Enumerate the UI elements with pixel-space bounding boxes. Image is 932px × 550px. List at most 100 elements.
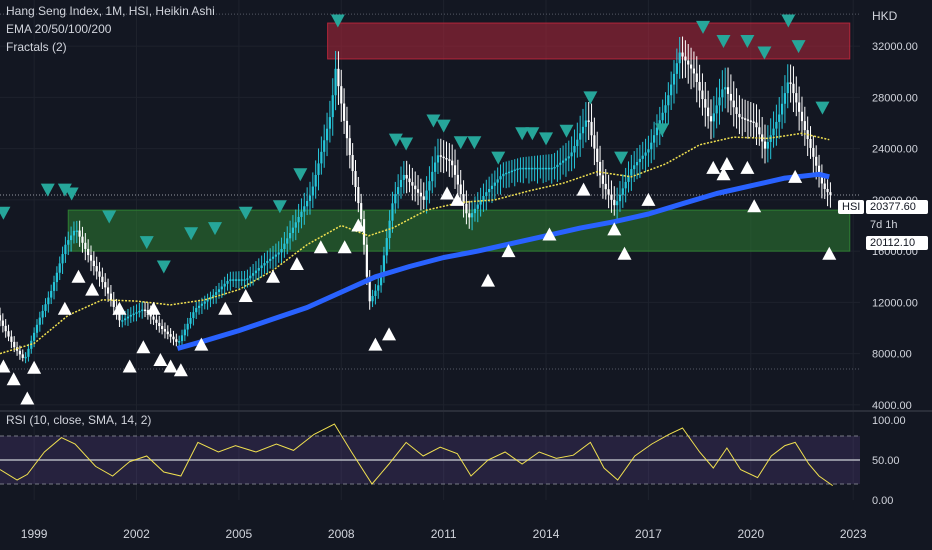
- fractal-up-marker: [40, 183, 55, 197]
- fractal-up-marker: [791, 40, 806, 54]
- fractal-down-marker: [266, 269, 281, 283]
- ema-lines: [0, 132, 830, 355]
- candle-up: [135, 312, 138, 314]
- candle-down: [692, 68, 696, 74]
- candle-up: [229, 279, 232, 281]
- candle-down: [92, 260, 95, 267]
- candle-down: [422, 196, 425, 200]
- candle-up: [539, 167, 542, 170]
- last-price-tag: 20377.60: [866, 200, 928, 214]
- candle-up: [573, 146, 576, 153]
- candle-up: [672, 73, 676, 85]
- candle-up: [581, 126, 585, 134]
- candle-up: [249, 275, 252, 279]
- candle-down: [593, 135, 596, 149]
- candle-up: [297, 216, 300, 223]
- candle-up: [553, 166, 556, 169]
- candle-up: [379, 272, 383, 286]
- candle-up: [476, 204, 479, 209]
- candle-down: [340, 86, 343, 104]
- candle-down: [169, 334, 172, 337]
- candle-up: [579, 133, 582, 140]
- candle-down: [408, 178, 411, 183]
- candle-up: [320, 151, 323, 164]
- candle-down: [607, 189, 610, 195]
- fractal-down-marker: [146, 301, 161, 315]
- legend-rsi[interactable]: RSI (10, close, SMA, 14, 2): [6, 413, 152, 427]
- candle-up: [402, 174, 405, 180]
- candle-up: [217, 289, 221, 293]
- legend-fractals[interactable]: Fractals (2): [6, 40, 67, 54]
- candle-down: [823, 183, 826, 189]
- candle-up: [246, 278, 249, 280]
- candle-up: [513, 169, 516, 172]
- candle-up: [507, 171, 511, 174]
- candle-up: [715, 105, 718, 114]
- fractal-down-marker: [6, 372, 21, 386]
- candle-down: [158, 322, 161, 327]
- fractal-up-marker: [655, 123, 670, 137]
- candle-down: [414, 185, 417, 190]
- candle-up: [334, 68, 337, 96]
- candle-up: [778, 114, 781, 122]
- time-tick-label: 2011: [431, 527, 457, 541]
- fractal-down-marker: [218, 301, 233, 315]
- candle-down: [104, 282, 107, 288]
- fractal-down-marker: [313, 240, 328, 254]
- candle-down: [109, 293, 113, 301]
- candle-up: [473, 208, 477, 214]
- price-tick-label: 24000.00: [872, 144, 918, 156]
- candle-up: [561, 160, 565, 163]
- candle-down: [360, 203, 363, 220]
- candle-down: [729, 93, 732, 101]
- legend-ema[interactable]: EMA 20/50/100/200: [6, 22, 112, 36]
- candle-up: [724, 87, 727, 90]
- candle-down: [800, 111, 804, 122]
- fractal-down-marker: [289, 256, 304, 270]
- candle-up: [243, 279, 246, 281]
- candle-up: [470, 213, 474, 218]
- candle-up: [126, 316, 130, 319]
- candle-up: [544, 167, 548, 170]
- fractal-down-marker: [716, 167, 731, 181]
- candle-down: [448, 159, 451, 161]
- candle-down: [416, 189, 420, 193]
- candle-up: [630, 169, 633, 176]
- candle-up: [775, 121, 778, 129]
- candle-down: [13, 341, 16, 348]
- fractal-down-marker: [351, 218, 366, 232]
- candle-down: [744, 118, 747, 120]
- candle-up: [667, 95, 670, 106]
- candle-up: [576, 139, 579, 147]
- time-tick-label: 2002: [123, 527, 150, 541]
- candle-down: [143, 309, 147, 312]
- candle-down: [152, 316, 155, 320]
- candle-up: [564, 158, 568, 161]
- candles: [0, 36, 832, 364]
- candle-down: [351, 155, 354, 172]
- candle-up: [234, 279, 238, 281]
- candle-up: [377, 285, 380, 291]
- candle-up: [138, 310, 141, 313]
- candle-down: [755, 122, 758, 128]
- candle-up: [616, 201, 619, 206]
- candle-down: [809, 139, 812, 148]
- time-tick-label: 2020: [737, 527, 764, 541]
- candle-up: [519, 167, 522, 170]
- fractal-down-marker: [719, 157, 734, 170]
- candle-up: [394, 194, 397, 204]
- fractal-up-marker: [525, 127, 540, 141]
- candle-up: [266, 260, 269, 264]
- candle-up: [314, 174, 317, 187]
- candle-up: [308, 195, 312, 201]
- candle-up: [24, 356, 27, 359]
- fractal-down-marker: [136, 340, 151, 354]
- candle-down: [411, 182, 414, 186]
- candle-down: [726, 87, 730, 94]
- legend-title[interactable]: Hang Seng Index, 1M, HSI, Heikin Ashi: [6, 4, 215, 18]
- fractal-up-marker: [716, 35, 731, 48]
- candle-down: [81, 236, 84, 243]
- candle-up: [186, 323, 189, 330]
- ema-price-tag: 20112.10: [866, 236, 928, 250]
- fractal-down-marker: [542, 227, 557, 241]
